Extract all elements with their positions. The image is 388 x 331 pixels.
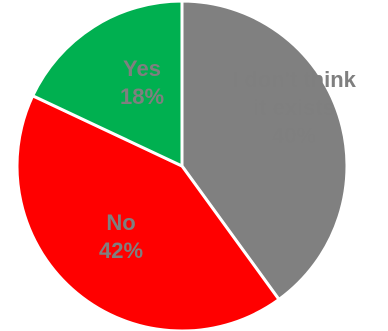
pie-slice-value-0: 40% [272,123,316,148]
pie-slice-label-2-line-0: Yes [123,56,161,81]
pie-slice-label-0-line-1: it exists [253,95,335,120]
pie-slice-1 [15,94,281,331]
pie-slice-value-2: 18% [120,84,164,109]
pie-slice-label-1-line-0: No [106,210,135,235]
pie-slice-value-1: 42% [99,238,143,263]
pie-labels: I don't think it exists 40% No 42% Yes 18% [99,56,357,263]
pie-slice-label-0-line-0: I don't think [232,67,357,92]
pie-slice-0 [180,0,349,301]
pie-slice-2 [31,0,184,168]
pie-slices [15,0,349,331]
